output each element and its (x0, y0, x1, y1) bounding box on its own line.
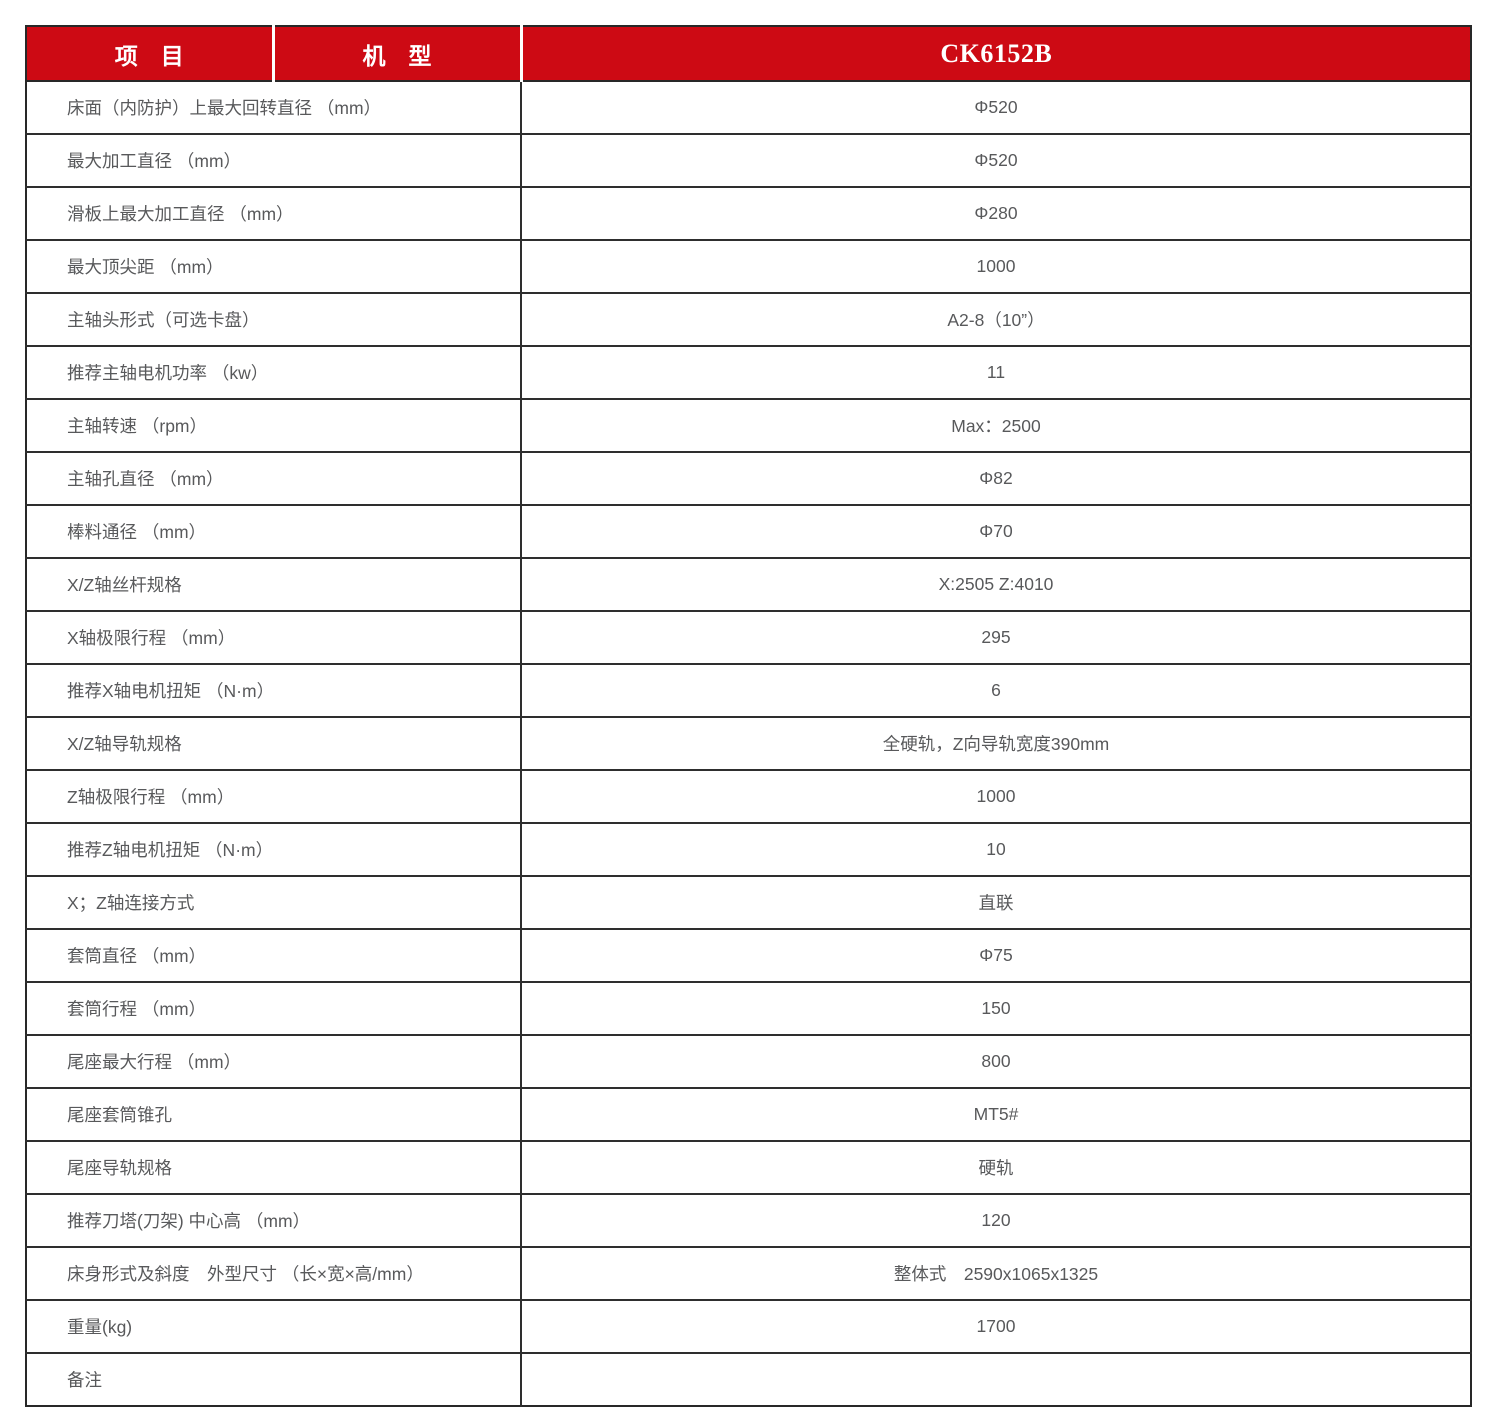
spec-value: 295 (520, 611, 1471, 665)
table-row: 推荐X轴电机扭矩 （N·m） 6 (26, 664, 1471, 718)
spec-table: 项 目 机 型 CK6152B 床面（内防护）上最大回转直径 （mm） Φ520 最… (25, 25, 1472, 1407)
spec-value: 10 (520, 823, 1471, 877)
spec-label: 重量(kg) (26, 1300, 521, 1354)
spec-value: Φ75 (520, 929, 1471, 983)
table-row: 最大顶尖距 （mm） 1000 (26, 240, 1471, 294)
spec-value: 全硬轨，Z向导轨宽度390mm (520, 717, 1471, 771)
spec-label: 推荐X轴电机扭矩 （N·m） (26, 664, 521, 718)
table-row: 推荐Z轴电机扭矩 （N·m） 10 (26, 823, 1471, 877)
spec-label: 滑板上最大加工直径 （mm） (26, 187, 521, 241)
spec-label: 推荐Z轴电机扭矩 （N·m） (26, 823, 521, 877)
table-row: 重量(kg) 1700 (26, 1300, 1471, 1354)
spec-value: Max：2500 (520, 399, 1471, 453)
header-model-name: CK6152B (519, 26, 1471, 82)
spec-value: 800 (520, 1035, 1471, 1089)
spec-value: 整体式 2590x1065x1325 (520, 1247, 1471, 1301)
table-row: 尾座导轨规格 硬轨 (26, 1141, 1471, 1195)
header-model-label: 机 型 (271, 26, 521, 82)
spec-value: 6 (520, 664, 1471, 718)
spec-value: Φ520 (520, 134, 1471, 188)
table-row: 尾座套筒锥孔 MT5# (26, 1088, 1471, 1142)
spec-label: 最大加工直径 （mm） (26, 134, 521, 188)
spec-value: 1000 (520, 240, 1471, 294)
spec-label: 尾座套筒锥孔 (26, 1088, 521, 1142)
spec-value: Φ82 (520, 452, 1471, 506)
spec-label: 主轴孔直径 （mm） (26, 452, 521, 506)
table-row: 棒料通径 （mm） Φ70 (26, 505, 1471, 559)
table-row: 推荐主轴电机功率 （kw） 11 (26, 346, 1471, 400)
table-row: 主轴转速 （rpm） Max：2500 (26, 399, 1471, 453)
table-row: 主轴孔直径 （mm） Φ82 (26, 452, 1471, 506)
spec-value: 硬轨 (520, 1141, 1471, 1195)
header-item-label: 项 目 (26, 26, 273, 82)
spec-label: X/Z轴丝杆规格 (26, 558, 521, 612)
table-row: 滑板上最大加工直径 （mm） Φ280 (26, 187, 1471, 241)
spec-label: 推荐刀塔(刀架) 中心高 （mm） (26, 1194, 521, 1248)
spec-label: X；Z轴连接方式 (26, 876, 521, 930)
spec-label: 主轴头形式（可选卡盘） (26, 293, 521, 347)
spec-value: Φ280 (520, 187, 1471, 241)
spec-value: A2-8（10”） (520, 293, 1471, 347)
table-row: 尾座最大行程 （mm） 800 (26, 1035, 1471, 1089)
table-header-row: 项 目 机 型 CK6152B (26, 26, 1471, 82)
spec-label: Z轴极限行程 （mm） (26, 770, 521, 824)
spec-label: 尾座导轨规格 (26, 1141, 521, 1195)
spec-label: 床面（内防护）上最大回转直径 （mm） (26, 81, 521, 135)
spec-value: 120 (520, 1194, 1471, 1248)
table-row: Z轴极限行程 （mm） 1000 (26, 770, 1471, 824)
spec-label: 备注 (67, 1370, 102, 1390)
table-row: 备注 (26, 1353, 1471, 1406)
table-row: 最大加工直径 （mm） Φ520 (26, 134, 1471, 188)
spec-value: MT5# (520, 1088, 1471, 1142)
spec-label: X轴极限行程 （mm） (26, 611, 521, 665)
table-row: 套筒直径 （mm） Φ75 (26, 929, 1471, 983)
spec-label: 推荐主轴电机功率 （kw） (26, 346, 521, 400)
table-row: X；Z轴连接方式 直联 (26, 876, 1471, 930)
spec-value: Φ520 (520, 81, 1471, 135)
spec-value: 11 (520, 346, 1471, 400)
spec-value: 150 (520, 982, 1471, 1036)
spec-label: 套筒行程 （mm） (26, 982, 521, 1036)
spec-value: 1700 (520, 1300, 1471, 1354)
table-row: X/Z轴丝杆规格 X:2505 Z:4010 (26, 558, 1471, 612)
table-row: 床面（内防护）上最大回转直径 （mm） Φ520 (26, 81, 1471, 135)
spec-value: X:2505 Z:4010 (520, 558, 1471, 612)
spec-label: 最大顶尖距 （mm） (26, 240, 521, 294)
spec-value: 1000 (520, 770, 1471, 824)
table-row: X轴极限行程 （mm） 295 (26, 611, 1471, 665)
table-row: 推荐刀塔(刀架) 中心高 （mm） 120 (26, 1194, 1471, 1248)
spec-value: 直联 (520, 876, 1471, 930)
spec-label: 床身形式及斜度 外型尺寸 （长×宽×高/mm） (26, 1247, 521, 1301)
spec-label: 主轴转速 （rpm） (26, 399, 521, 453)
spec-label: 尾座最大行程 （mm） (26, 1035, 521, 1089)
table-row: 套筒行程 （mm） 150 (26, 982, 1471, 1036)
spec-label: X/Z轴导轨规格 (26, 717, 521, 771)
spec-value: Φ70 (520, 505, 1471, 559)
spec-label: 套筒直径 （mm） (26, 929, 521, 983)
table-row: 床身形式及斜度 外型尺寸 （长×宽×高/mm） 整体式 2590x1065x132… (26, 1247, 1471, 1301)
table-row: X/Z轴导轨规格 全硬轨，Z向导轨宽度390mm (26, 717, 1471, 771)
spec-value (520, 1353, 1471, 1406)
table-row: 主轴头形式（可选卡盘） A2-8（10”） (26, 293, 1471, 347)
spec-label: 棒料通径 （mm） (26, 505, 521, 559)
